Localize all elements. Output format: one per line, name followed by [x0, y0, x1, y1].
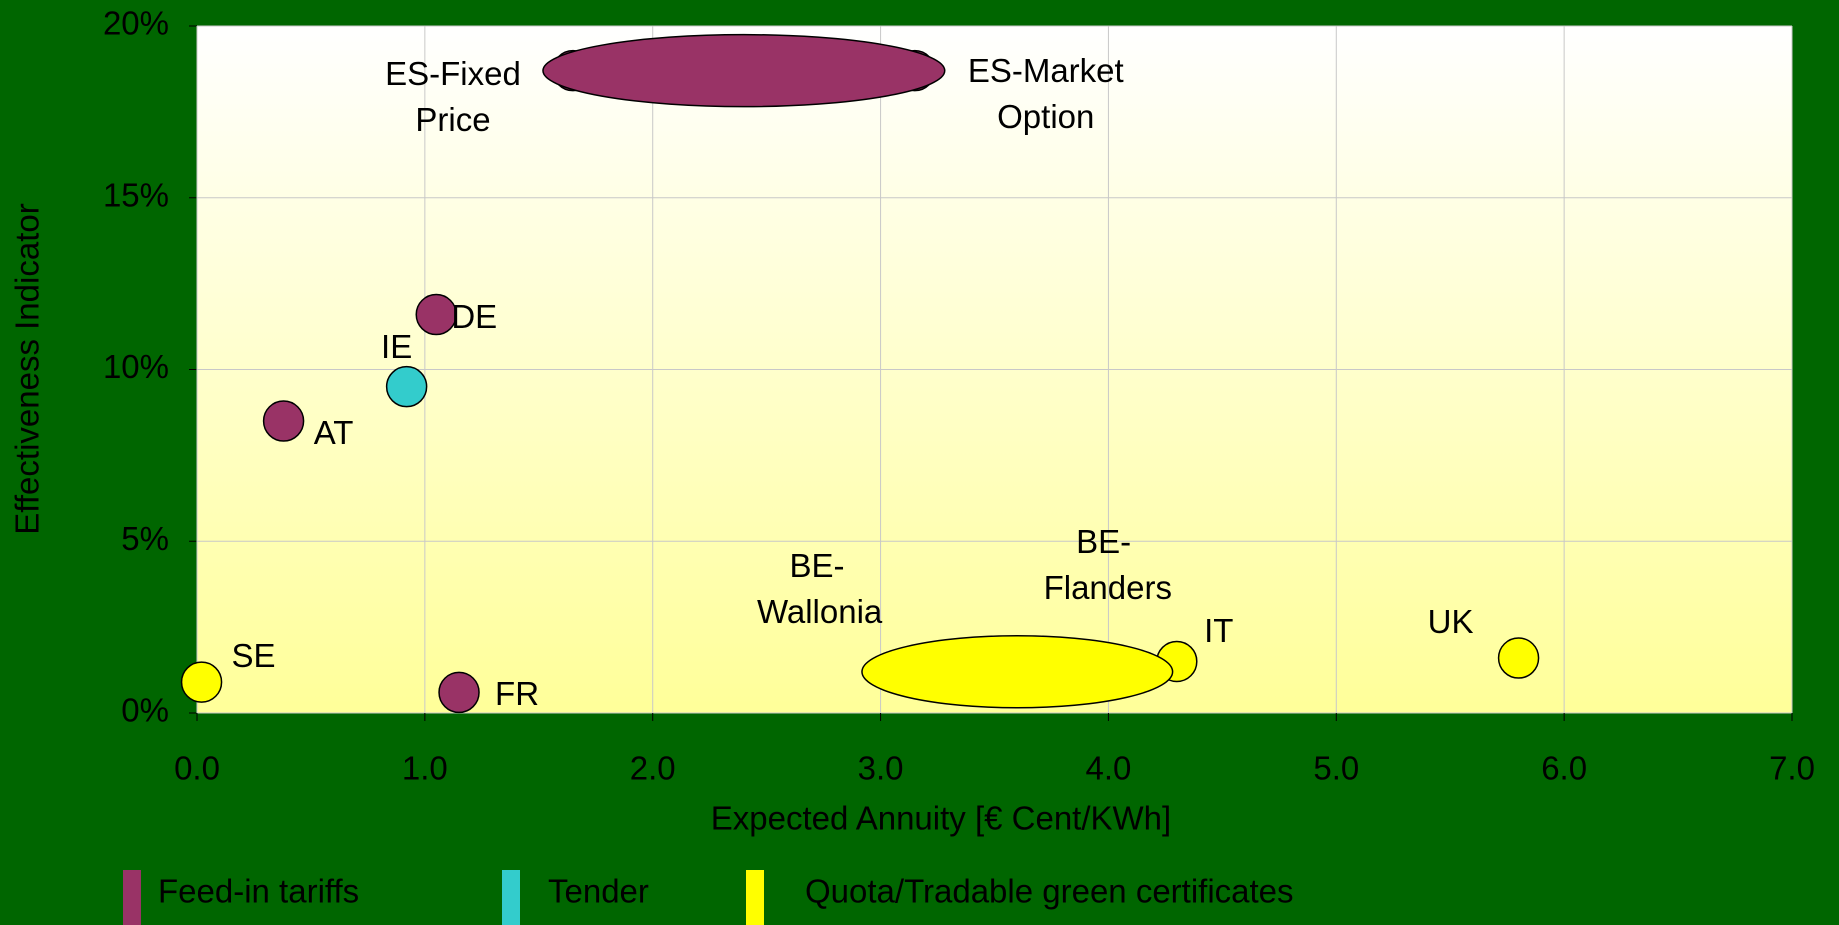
point-label: IE: [381, 327, 413, 365]
legend-swatch: [123, 870, 141, 925]
point-label: BE-Flanders: [1043, 522, 1172, 606]
point: [385, 365, 428, 408]
point-label: AT: [313, 413, 354, 451]
point: [262, 400, 305, 442]
group-ellipse: [542, 33, 946, 108]
legend-swatch: [502, 870, 520, 925]
point: [1497, 637, 1540, 679]
x-tick-label: 0.0: [174, 750, 220, 787]
legend-label: Tender: [548, 873, 649, 910]
y-axis-label: Effectiveness Indicator: [9, 203, 46, 534]
point-label: UK: [1427, 602, 1474, 640]
legend-label: Feed-in tariffs: [158, 873, 359, 910]
x-tick-label: 6.0: [1541, 750, 1587, 787]
x-tick-label: 3.0: [858, 750, 904, 787]
y-tick-label: 20%: [103, 5, 169, 42]
point-label: FR: [495, 675, 540, 713]
point-label: ES-Fixed Price: [385, 54, 521, 138]
y-tick-label: 15%: [103, 176, 169, 213]
x-axis-label: Expected Annuity [€ Cent/KWh]: [711, 800, 1171, 837]
point-label: SE: [231, 636, 276, 674]
y-tick-label: 0%: [121, 692, 169, 729]
point-label: ES-Market Option: [967, 51, 1124, 135]
x-tick-label: 1.0: [402, 750, 448, 787]
x-tick-label: 4.0: [1085, 750, 1131, 787]
point: [415, 293, 457, 336]
legend-swatch: [746, 870, 764, 925]
point: [180, 661, 223, 703]
x-tick-label: 2.0: [630, 750, 676, 787]
point: [438, 671, 480, 714]
legend-label: Quota/Tradable green certificates: [805, 873, 1294, 910]
point-label: DE: [451, 297, 498, 335]
point-label: BE-Wallonia: [756, 546, 883, 630]
x-tick-label: 5.0: [1313, 750, 1359, 787]
point-label: IT: [1204, 612, 1234, 650]
y-tick-label: 10%: [103, 348, 169, 385]
y-tick-label: 5%: [121, 520, 169, 557]
x-tick-label: 7.0: [1769, 750, 1815, 787]
group-ellipse: [861, 635, 1174, 709]
